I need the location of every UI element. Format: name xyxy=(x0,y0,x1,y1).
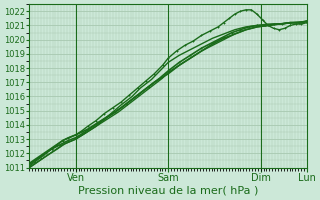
X-axis label: Pression niveau de la mer( hPa ): Pression niveau de la mer( hPa ) xyxy=(78,186,258,196)
